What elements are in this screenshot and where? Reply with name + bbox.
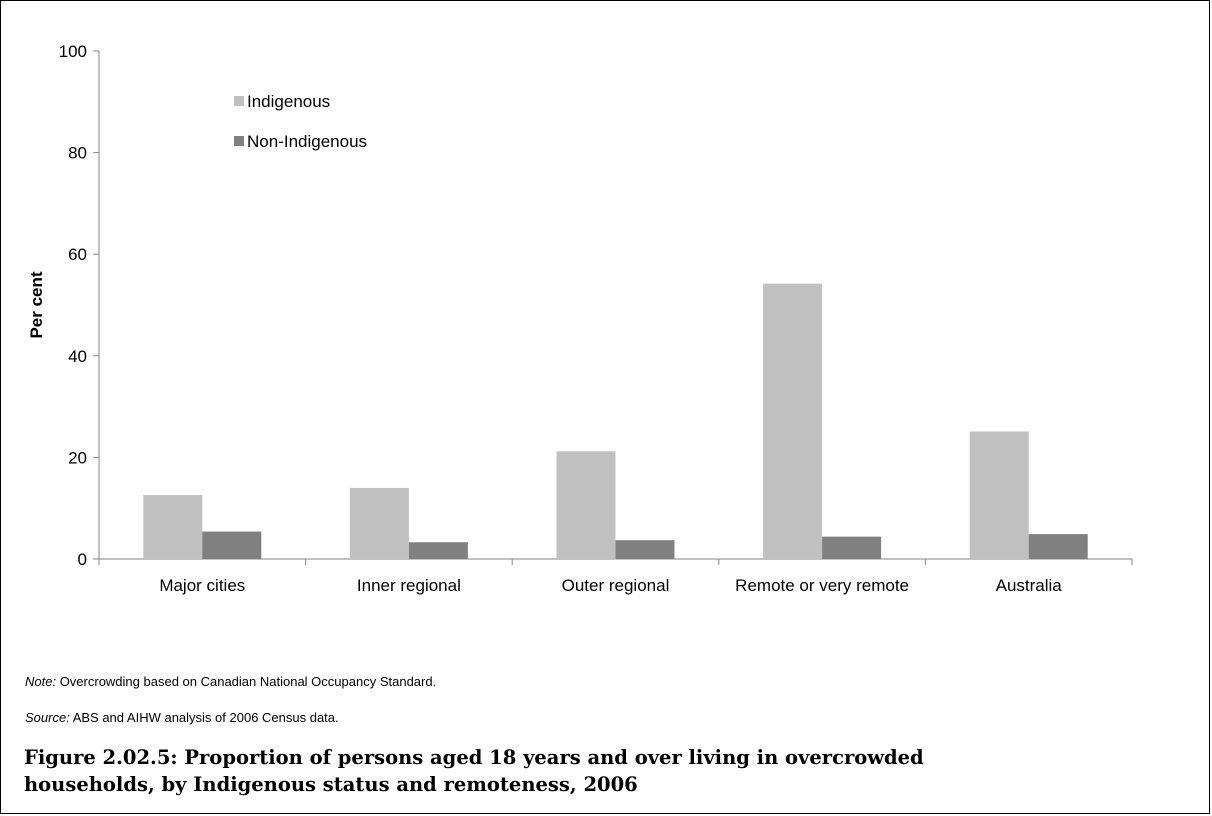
bar-indigenous-3: [763, 283, 823, 559]
y-tick-label: 40: [68, 347, 87, 366]
y-tick-label: 20: [68, 448, 87, 467]
note-text: Overcrowding based on Canadian National …: [56, 674, 437, 689]
x-tick-label: Inner regional: [357, 576, 461, 595]
bar-non-indigenous-1: [408, 542, 468, 559]
bar-non-indigenous-3: [822, 536, 882, 559]
y-tick-label: 100: [59, 42, 87, 61]
x-tick-label: Australia: [996, 576, 1063, 595]
x-tick-label: Major cities: [159, 576, 245, 595]
figure-caption: Figure 2.02.5: Proportion of persons age…: [24, 746, 924, 796]
chart-source: Source: ABS and AIHW analysis of 2006 Ce…: [25, 710, 339, 725]
source-text: ABS and AIHW analysis of 2006 Census dat…: [69, 710, 339, 725]
source-label: Source:: [25, 710, 70, 725]
bar-indigenous-0: [143, 494, 203, 559]
bar-non-indigenous-4: [1028, 534, 1088, 559]
legend-swatch-0: [234, 96, 244, 106]
legend-label-0: Indigenous: [247, 92, 330, 111]
y-tick-label: 80: [68, 144, 87, 163]
y-tick-label: 60: [68, 245, 87, 264]
bar-non-indigenous-0: [202, 531, 262, 559]
legend-label-1: Non-Indigenous: [247, 132, 367, 151]
y-axis-title: Per cent: [27, 271, 46, 338]
chart-note: Note: Overcrowding based on Canadian Nat…: [25, 674, 436, 689]
bar-non-indigenous-2: [615, 540, 675, 559]
bar-indigenous-2: [556, 451, 616, 559]
bar-indigenous-1: [349, 487, 409, 559]
bar-chart: 0 20 40 60 80 100 Per cent Major cities Inner re…: [27, 42, 1133, 595]
x-tick-label: Remote or very remote: [735, 576, 909, 595]
x-tick-label: Outer regional: [562, 576, 670, 595]
y-tick-label: 0: [78, 550, 87, 569]
bar-indigenous-4: [969, 431, 1029, 559]
note-label: Note:: [25, 674, 57, 689]
legend-swatch-1: [234, 136, 244, 146]
